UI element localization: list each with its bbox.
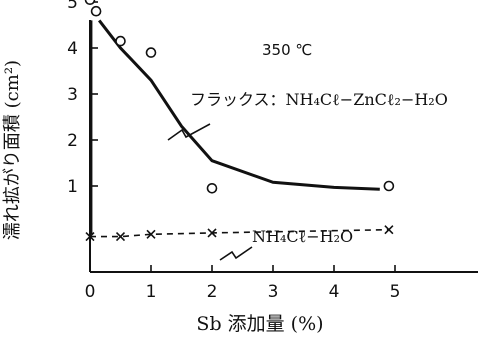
x-tick-label: 1 [146, 282, 157, 302]
y-tick-label: 1 [67, 177, 78, 197]
y-axis-label: 濡れ拡がり面積 (cm²) [2, 60, 23, 240]
series-2-point [85, 232, 95, 242]
series-1-point [90, 5, 102, 17]
x-tick-label: 0 [85, 282, 96, 302]
legend-label-flux-2: NH₄Cℓ−H₂O [252, 227, 353, 246]
x-tick-label: 3 [268, 282, 279, 302]
series-1-point [383, 180, 395, 192]
series-1-point [115, 35, 126, 47]
leader-arrow-flux-2 [219, 246, 253, 261]
y-tick-label: 2 [67, 131, 78, 151]
series-2-point [115, 232, 126, 242]
x-tick-label: 4 [329, 282, 340, 302]
series-2-point [146, 229, 156, 239]
x-axis-label: Sb 添加量 (%) [196, 313, 323, 335]
y-tick-label: 3 [67, 85, 78, 105]
leader-arrow-flux-1 [167, 123, 211, 141]
x-axis-ticks: 0 1 2 3 4 5 [85, 265, 401, 302]
legend-label-flux-1: フラックス：NH₄Cℓ−ZnCℓ₂−H₂O [190, 90, 448, 109]
series-1-curve [98, 19, 380, 191]
series-1-point [206, 183, 218, 194]
y-tick-label: 4 [67, 39, 78, 59]
temperature-annotation: 350 ℃ [262, 41, 312, 59]
series-2-line [90, 228, 389, 238]
plot-area: 1 2 3 4 5 0 1 2 3 4 5 [67, 0, 478, 302]
y-axis-ticks: 1 2 3 4 5 [67, 0, 98, 197]
series-2-point [384, 225, 394, 235]
y-tick-label: 5 [67, 0, 78, 13]
x-tick-label: 5 [390, 282, 401, 302]
series-2-point [207, 228, 217, 238]
series-layer [84, 0, 395, 242]
series-1-point [145, 47, 157, 58]
x-tick-label: 2 [207, 282, 218, 302]
series-1-point [84, 0, 96, 5]
